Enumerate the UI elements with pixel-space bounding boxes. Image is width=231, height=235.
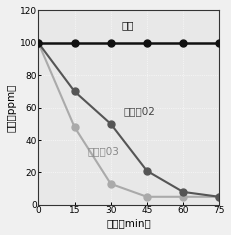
Text: 催化刲03: 催化刲03 xyxy=(87,146,119,157)
Y-axis label: 液度（ppm）: 液度（ppm） xyxy=(7,83,17,132)
Text: 催化刲02: 催化刲02 xyxy=(123,106,155,116)
Text: 暗所: 暗所 xyxy=(121,20,133,30)
X-axis label: 时间（min）: 时间（min） xyxy=(106,218,151,228)
